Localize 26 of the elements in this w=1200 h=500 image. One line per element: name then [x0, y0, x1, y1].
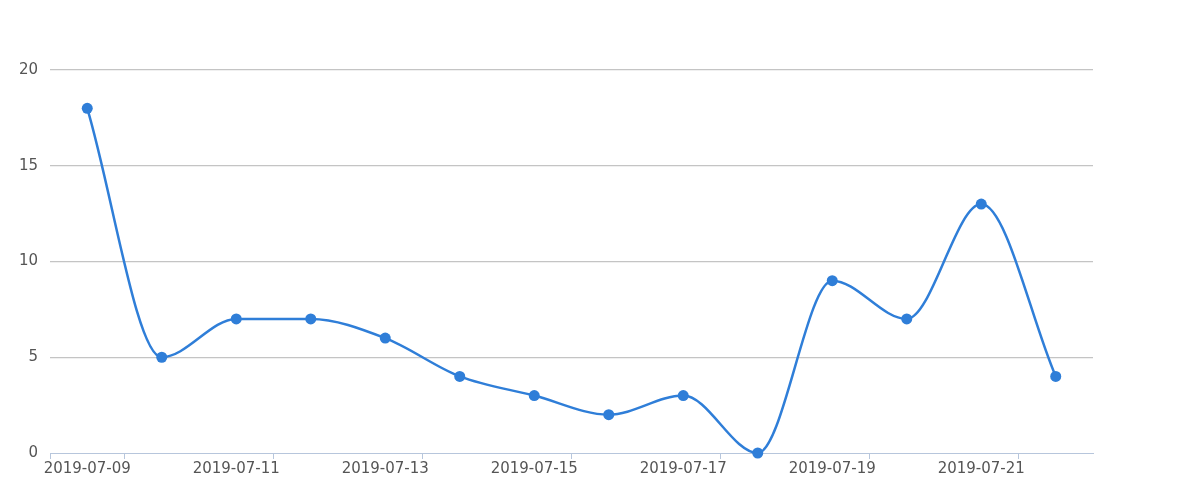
y-tick-label: 15	[18, 155, 38, 174]
x-tick-label: 2019-07-13	[341, 458, 429, 477]
point	[156, 351, 168, 363]
point	[305, 313, 317, 325]
y-tick-label: 0	[28, 442, 38, 461]
point	[677, 390, 689, 402]
x-tick-label: 2019-07-15	[490, 458, 578, 477]
point	[379, 332, 391, 344]
point	[975, 198, 987, 210]
point	[528, 390, 540, 402]
point	[901, 313, 913, 325]
x-tick-label: 2019-07-09	[43, 458, 131, 477]
x-tick-label: 2019-07-11	[192, 458, 280, 477]
y-tick-label: 20	[18, 59, 38, 78]
x-tick-label: 2019-07-17	[639, 458, 727, 477]
point	[230, 313, 242, 325]
point	[1050, 370, 1062, 382]
point	[81, 102, 93, 114]
point	[752, 447, 764, 459]
point	[454, 370, 466, 382]
point	[826, 275, 838, 287]
y-tick-label: 5	[28, 347, 38, 366]
y-tick-label: 10	[18, 251, 38, 270]
x-tick-label: 2019-07-19	[788, 458, 876, 477]
x-tick-label: 2019-07-21	[937, 458, 1025, 477]
point	[603, 409, 615, 421]
